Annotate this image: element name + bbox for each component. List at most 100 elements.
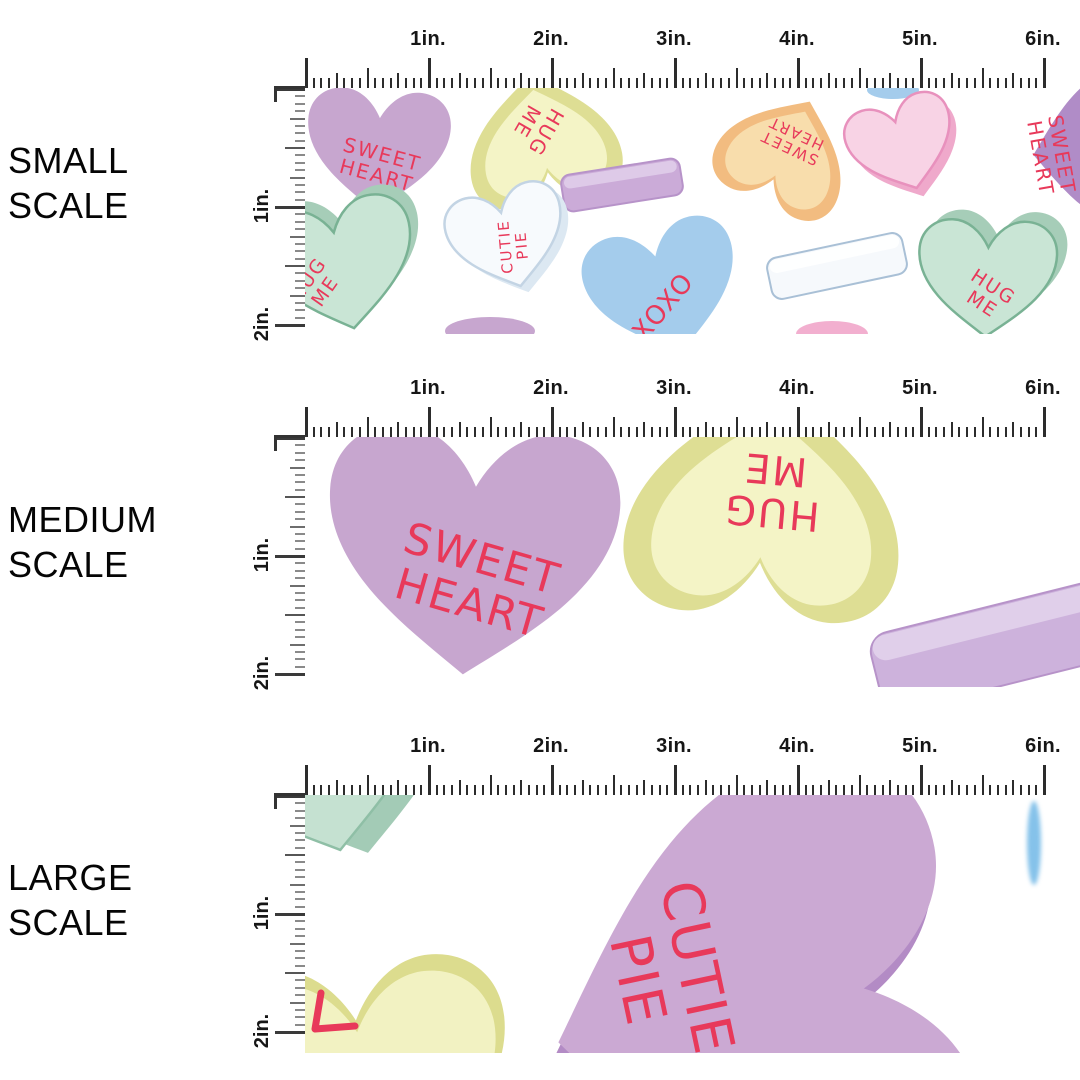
ruler-tick [374,785,377,795]
ruler-tick [658,78,661,88]
ruler-tick [835,427,838,437]
ruler-tick [912,785,915,795]
ruler-tick [750,78,753,88]
ruler-tick [981,775,984,795]
heart-sweetheart-lavender [308,88,451,211]
ruler-tick [743,785,746,795]
ruler-tick [295,1023,305,1026]
ruler-tick [295,562,305,565]
fabric-swatch-large: CUTIEPIE [305,795,1080,1053]
ruler-tick [295,802,305,805]
ruler-tick [412,785,415,795]
ruler-tick [295,309,305,312]
ruler-inch-label: 2in. [533,377,569,399]
ruler-tick [435,78,438,88]
ruler-tick [781,785,784,795]
ruler-tick [658,427,661,437]
ruler-tick [1012,780,1015,795]
ruler-tick [504,78,507,88]
ruler-tick [535,427,538,437]
heart-pink-side [843,90,957,197]
ruler-tick [295,110,305,113]
ruler-tick [358,785,361,795]
ruler-tick [966,427,969,437]
sliver-blue-top [867,88,919,99]
ruler-tick [966,785,969,795]
ruler-tick [735,417,738,437]
ruler-tick [789,427,792,437]
ruler-tick [958,785,961,795]
ruler-tick [295,935,305,938]
ruler-tick [781,78,784,88]
sliver-purple-bottom [445,317,535,334]
ruler-corner [274,435,307,451]
ruler-tick [812,78,815,88]
ruler-tick [295,949,305,952]
horizontal-ruler [305,405,1047,437]
ruler-inch-label: 5in. [902,28,938,50]
ruler-tick [758,785,761,795]
ruler-tick [581,780,584,795]
ruler-tick [989,78,992,88]
ruler-tick [1019,785,1022,795]
ruler-tick [481,78,484,88]
ruler-tick [712,785,715,795]
ruler-tick [720,427,723,437]
ruler-tick [543,427,546,437]
ruler-tick [820,427,823,437]
ruler-tick [773,785,776,795]
ruler-tick [574,78,577,88]
ruler-tick [920,765,923,795]
heart-cutiepie-white-label: CUTIEPIE [494,217,533,274]
ruler-tick [295,132,305,135]
ruler-tick [481,785,484,795]
ruler-tick [996,427,999,437]
ruler-tick [295,473,305,476]
ruler-tick [804,427,807,437]
ruler-tick [295,287,305,290]
ruler-tick [295,839,305,842]
ruler-tick [943,78,946,88]
ruler-tick [589,785,592,795]
ruler-tick [295,481,305,484]
ruler-tick [920,58,923,88]
heart-hugme-yellow-top [651,437,872,606]
panel-title-small: SMALL SCALE [8,138,129,228]
ruler-tick [466,78,469,88]
ruler-tick [290,235,305,238]
ruler-tick [328,427,331,437]
sliver-pink-bottom [796,321,868,334]
ruler-tick [489,775,492,795]
ruler-tick [520,73,523,88]
panel-title-line: SCALE [8,185,129,226]
ruler-tick [574,427,577,437]
ruler-tick [935,78,938,88]
ruler-tick [650,78,653,88]
ruler-tick [497,785,500,795]
ruler-tick [451,78,454,88]
ruler-tick [290,117,305,120]
ruler-tick [295,831,305,834]
ruler-tick [766,780,769,795]
ruler-tick [295,451,305,454]
ruler-tick [697,78,700,88]
panel-title-medium: MEDIUM SCALE [8,497,157,587]
ruler-tick [866,78,869,88]
ruler-tick [981,417,984,437]
ruler-tick [720,785,723,795]
ruler-tick [850,427,853,437]
ruler-tick [635,78,638,88]
ruler-tick [295,577,305,580]
heart-yellow-bottom [305,954,505,1053]
ruler-tick [295,139,305,142]
ruler-tick [666,427,669,437]
ruler-tick [295,301,305,304]
ruler-tick [896,427,899,437]
ruler-tick [290,1001,305,1004]
ruler-tick [943,785,946,795]
ruler-tick [404,785,407,795]
ruler-tick [351,427,354,437]
ruler-tick [720,78,723,88]
